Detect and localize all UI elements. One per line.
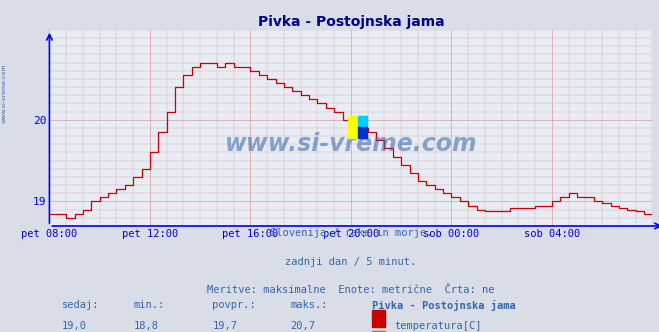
Text: min.:: min.: <box>134 300 165 310</box>
Bar <box>358 116 367 127</box>
Text: maks.:: maks.: <box>291 300 328 310</box>
Bar <box>372 310 386 327</box>
Text: 20,7: 20,7 <box>291 321 316 331</box>
Title: Pivka - Postojnska jama: Pivka - Postojnska jama <box>258 15 444 29</box>
Text: sedaj:: sedaj: <box>61 300 99 310</box>
Bar <box>358 127 367 138</box>
Text: zadnji dan / 5 minut.: zadnji dan / 5 minut. <box>285 257 416 267</box>
Bar <box>348 116 358 138</box>
Text: 19,0: 19,0 <box>61 321 86 331</box>
Text: 18,8: 18,8 <box>134 321 159 331</box>
Text: Meritve: maksimalne  Enote: metrične  Črta: ne: Meritve: maksimalne Enote: metrične Črta… <box>207 286 495 295</box>
Text: Pivka - Postojnska jama: Pivka - Postojnska jama <box>372 300 516 311</box>
Text: 19,7: 19,7 <box>212 321 237 331</box>
Text: Slovenija / reke in morje.: Slovenija / reke in morje. <box>270 228 432 238</box>
Text: www.si-vreme.com: www.si-vreme.com <box>225 131 477 156</box>
Bar <box>372 331 386 332</box>
Text: temperatura[C]: temperatura[C] <box>394 321 482 331</box>
Text: www.si-vreme.com: www.si-vreme.com <box>2 63 7 123</box>
Text: povpr.:: povpr.: <box>212 300 256 310</box>
